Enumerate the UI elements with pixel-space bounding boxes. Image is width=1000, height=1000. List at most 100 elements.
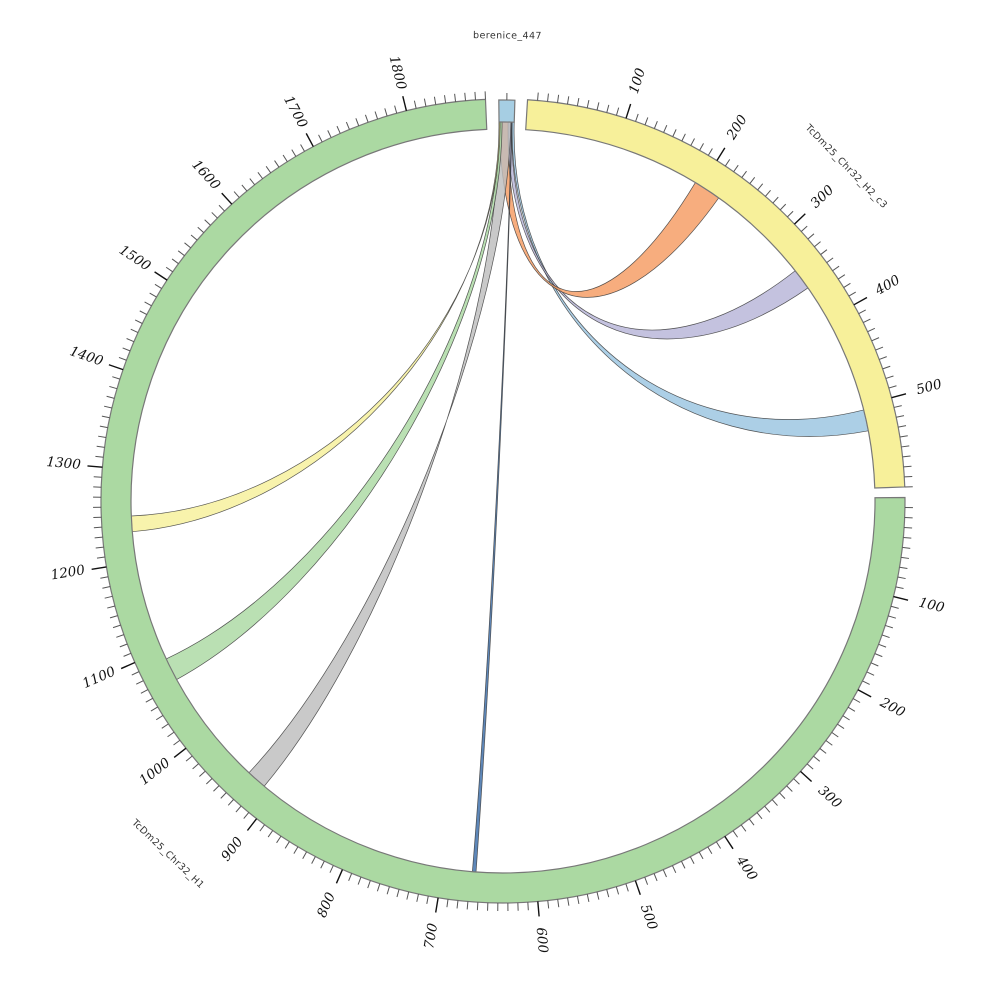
tick-label: 1500	[116, 242, 154, 274]
tick-minor	[177, 250, 185, 257]
tick-minor	[220, 792, 227, 799]
tick-minor	[320, 860, 325, 869]
tick-minor	[662, 869, 667, 878]
tick-minor	[384, 108, 388, 117]
tick-minor	[444, 95, 447, 104]
tick-minor	[235, 805, 242, 813]
tick-minor	[680, 861, 686, 869]
tick-minor	[106, 395, 115, 399]
tick-minor	[104, 405, 113, 409]
tick-minor	[233, 191, 240, 198]
tick-minor	[615, 107, 620, 116]
tick-minor	[772, 196, 779, 204]
tick-minor	[825, 740, 833, 746]
tick-major	[335, 869, 344, 884]
tick-minor	[904, 526, 913, 529]
tick-minor	[832, 265, 840, 272]
tick-minor	[96, 445, 105, 448]
tick-minor	[615, 886, 620, 895]
tick-major	[108, 364, 124, 371]
tick-minor	[95, 546, 104, 549]
tick-minor	[99, 425, 108, 429]
tick-minor	[806, 763, 814, 770]
tick-minor	[329, 865, 334, 873]
tick-minor	[874, 653, 883, 658]
tick-minor	[707, 148, 713, 156]
tick-minor	[837, 723, 845, 729]
tick-minor	[454, 93, 457, 102]
tick-minor	[843, 282, 851, 288]
sequence-label: TcDm25_Chr32_H1	[129, 817, 207, 891]
tick-major	[91, 566, 107, 571]
tick-minor	[112, 624, 121, 629]
tick-minor	[241, 184, 248, 192]
tick-minor	[903, 536, 912, 539]
tick-minor	[902, 455, 911, 458]
tick-minor	[875, 346, 884, 351]
tick-label: 1400	[68, 343, 106, 369]
tick-minor	[336, 125, 341, 134]
tick-minor	[300, 144, 305, 152]
tick-minor	[93, 526, 102, 529]
tick-minor	[173, 739, 181, 746]
tick-minor	[672, 129, 677, 137]
tick-minor	[101, 415, 110, 419]
tick-minor	[858, 309, 866, 315]
tick-minor	[707, 846, 713, 855]
tick-minor	[779, 203, 787, 211]
tick-minor	[109, 385, 118, 390]
ribbon-green	[165, 121, 503, 680]
tick-minor	[895, 586, 904, 590]
sequence-label: berenice_447	[473, 30, 542, 42]
tick-minor	[167, 731, 175, 738]
tick-minor	[476, 902, 479, 911]
tick-minor	[140, 689, 149, 694]
tick-minor	[586, 99, 590, 109]
tick-minor	[596, 102, 600, 111]
tick-minor	[423, 98, 427, 107]
tick-label: 1800	[386, 54, 410, 92]
tick-minor	[123, 652, 132, 657]
tick-minor	[126, 338, 135, 343]
tick-minor	[885, 375, 894, 379]
ticks-layer	[87, 91, 913, 917]
tick-minor	[446, 899, 449, 908]
tick-minor	[98, 435, 107, 438]
tick-minor	[899, 435, 908, 438]
tick-minor	[547, 900, 550, 909]
tick-label: 1100	[80, 663, 118, 692]
tick-minor	[779, 792, 786, 799]
tick-minor	[888, 385, 897, 389]
tick-minor	[466, 901, 469, 910]
tick-label: 500	[915, 376, 944, 398]
tick-minor	[154, 283, 162, 289]
tick-minor	[757, 183, 764, 191]
tick-minor	[318, 134, 323, 143]
tick-minor	[586, 893, 590, 903]
tick-minor	[893, 405, 902, 408]
tick-label: 400	[872, 272, 904, 299]
tick-minor	[265, 166, 272, 174]
tick-label: 600	[533, 927, 551, 954]
tick-minor	[867, 327, 876, 333]
tick-minor	[900, 556, 910, 559]
tick-minor	[878, 643, 887, 648]
tick-label: 200	[877, 694, 909, 721]
tick-major	[173, 747, 187, 758]
tick-major	[793, 213, 806, 225]
tick-minor	[644, 117, 649, 126]
tick-minor	[144, 301, 152, 307]
tick-minor	[898, 425, 907, 428]
tick-major	[246, 818, 258, 831]
tick-label: 1700	[280, 93, 311, 131]
tick-minor	[879, 356, 887, 360]
tick-minor	[149, 292, 157, 298]
tick-major	[120, 661, 136, 670]
ribbon-yellow	[130, 121, 501, 533]
tick-minor	[820, 249, 828, 255]
tick-minor	[653, 873, 658, 882]
tick-minor	[426, 895, 429, 904]
tick-minor	[456, 900, 459, 909]
